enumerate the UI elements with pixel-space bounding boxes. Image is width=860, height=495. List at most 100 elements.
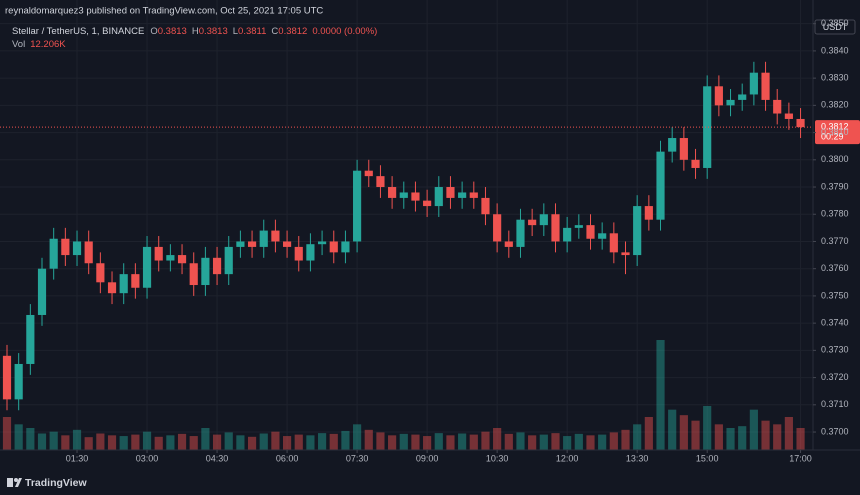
candle-body xyxy=(726,99,735,106)
volume-bar xyxy=(714,424,723,450)
candle-body xyxy=(37,268,47,315)
volume-bar xyxy=(539,434,548,450)
candle-body xyxy=(282,241,292,247)
ohlc-label: H xyxy=(192,26,199,37)
volume-bar xyxy=(271,431,280,450)
candle-body xyxy=(84,241,93,264)
volume-bar xyxy=(528,435,537,450)
candle-body xyxy=(154,246,163,261)
y-tick-label: 0.3790 xyxy=(821,181,849,191)
volume-bar xyxy=(399,433,408,450)
volume-bar xyxy=(189,436,198,450)
x-tick-label: 06:00 xyxy=(276,453,299,463)
y-tick-label: 0.3760 xyxy=(821,263,849,273)
candle-body xyxy=(773,99,782,114)
candle-body xyxy=(539,214,548,226)
candle-body xyxy=(247,241,257,247)
y-tick-label: 0.3730 xyxy=(821,345,849,355)
candle-layer xyxy=(2,61,805,411)
volume-bar xyxy=(469,434,478,450)
volume-label: Vol xyxy=(12,39,25,50)
volume-bar xyxy=(423,436,432,450)
candle-body xyxy=(528,219,537,226)
volume-bar xyxy=(644,417,653,450)
candle-body xyxy=(458,192,467,198)
currency-badge[interactable] xyxy=(814,19,856,35)
candle-body xyxy=(166,255,175,261)
brand: TradingView xyxy=(7,477,87,489)
volume-bar xyxy=(434,433,443,450)
candle-body xyxy=(446,187,455,198)
volume-layer xyxy=(2,340,805,450)
volume-bar xyxy=(586,435,595,450)
y-tick-label: 0.3720 xyxy=(821,372,849,382)
volume-bar xyxy=(353,424,362,450)
volume-bar xyxy=(598,434,607,450)
volume-bar xyxy=(364,429,373,450)
candle-body xyxy=(598,233,607,239)
currency-label: USDT xyxy=(823,22,848,32)
volume-bar xyxy=(633,424,642,450)
volume-bar xyxy=(703,406,712,450)
candle-body xyxy=(434,187,443,207)
candle-body xyxy=(399,192,408,198)
candle-body xyxy=(493,214,502,242)
last-price-badge xyxy=(815,120,860,145)
volume-bar xyxy=(446,435,455,450)
x-tick-label: 15:00 xyxy=(696,453,719,463)
candle-body xyxy=(621,252,630,256)
y-tick-label: 0.3800 xyxy=(821,154,849,164)
candle-body xyxy=(423,200,432,207)
candle-body xyxy=(224,246,233,275)
candle-body xyxy=(142,246,152,288)
volume-bar xyxy=(784,417,793,450)
volume-bar xyxy=(691,420,700,450)
candle-body xyxy=(574,225,583,228)
ohlc-value: 0.3811 xyxy=(238,26,266,37)
candle-body xyxy=(61,238,70,256)
symbol: Stellar / TetherUS, 1, BINANCE xyxy=(12,26,144,37)
volume-bar xyxy=(177,433,187,450)
logo-part xyxy=(14,478,18,482)
volume-bar xyxy=(388,435,397,450)
candle-body xyxy=(679,138,688,160)
candle-body xyxy=(691,159,700,168)
volume-bar xyxy=(621,429,630,450)
volume-bar xyxy=(411,434,420,450)
candle-body xyxy=(341,241,350,253)
publisher-line: reynaldomarquez3 published on TradingVie… xyxy=(5,6,323,17)
volume-bar xyxy=(493,428,502,450)
volume-bar xyxy=(212,434,222,450)
y-tick-label: 0.3830 xyxy=(821,73,849,83)
x-tick-label: 10:30 xyxy=(486,453,509,463)
x-tick-label: 13:30 xyxy=(626,453,649,463)
volume-bar xyxy=(773,424,782,450)
volume-bar xyxy=(551,433,560,450)
volume-bar xyxy=(376,432,385,450)
symbol-legend: Stellar / TetherUS, 1, BINANCE O 0.3813 H 0.… xyxy=(12,26,377,37)
ohlc-label: O xyxy=(150,26,157,37)
volume-bar xyxy=(224,432,233,450)
ohlc-change: 0.0000 (0.00%) xyxy=(312,26,377,37)
candle-body xyxy=(551,214,560,242)
volume-value: 12.206K xyxy=(30,39,66,50)
volume-bar xyxy=(26,428,35,450)
candle-body xyxy=(749,72,758,95)
volume-bar xyxy=(458,433,467,450)
candle-body xyxy=(504,241,513,247)
volume-bar xyxy=(726,428,735,450)
candle-body xyxy=(796,118,805,128)
candle-body xyxy=(306,244,315,261)
candle-body xyxy=(177,255,187,264)
candle-body xyxy=(738,94,747,100)
volume-bar xyxy=(516,432,525,450)
candle-body xyxy=(271,230,280,242)
candle-body xyxy=(411,192,420,201)
volume-legend: Vol 12.206K xyxy=(12,39,66,50)
volume-bar xyxy=(738,426,747,450)
ohlc-value: 0.3813 xyxy=(199,26,228,37)
last-price-label: 0.3812 xyxy=(821,122,849,132)
candle-body xyxy=(656,151,665,220)
y-tick-label: 0.3840 xyxy=(821,45,849,55)
